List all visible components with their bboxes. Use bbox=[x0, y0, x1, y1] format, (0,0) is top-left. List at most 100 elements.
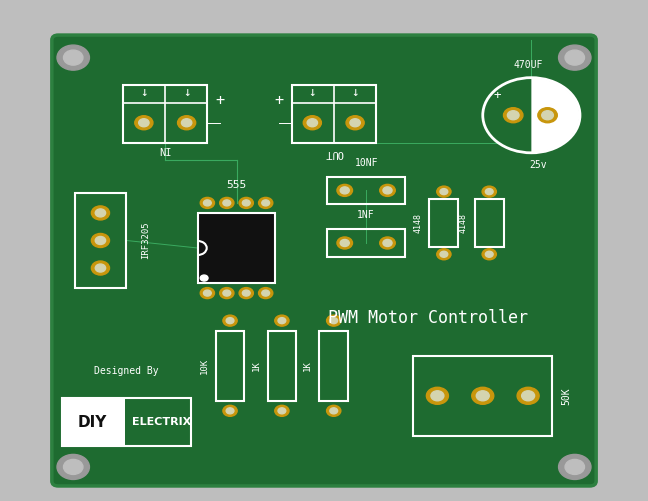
Circle shape bbox=[259, 197, 273, 208]
Text: 1NF: 1NF bbox=[357, 210, 375, 220]
Circle shape bbox=[542, 111, 553, 120]
Text: ↓: ↓ bbox=[308, 86, 316, 99]
Text: 4148: 4148 bbox=[459, 213, 468, 233]
Circle shape bbox=[259, 288, 273, 299]
Bar bbox=[292, 85, 376, 143]
Text: 10K: 10K bbox=[200, 358, 209, 374]
Circle shape bbox=[380, 237, 395, 249]
Circle shape bbox=[275, 315, 289, 326]
Circle shape bbox=[327, 315, 341, 326]
Circle shape bbox=[346, 116, 364, 130]
Circle shape bbox=[223, 315, 237, 326]
Circle shape bbox=[559, 45, 591, 70]
Circle shape bbox=[275, 405, 289, 416]
Circle shape bbox=[538, 108, 557, 123]
Circle shape bbox=[200, 275, 208, 281]
Circle shape bbox=[239, 288, 253, 299]
Circle shape bbox=[223, 405, 237, 416]
Circle shape bbox=[337, 184, 353, 196]
Text: 1K: 1K bbox=[251, 360, 260, 371]
Text: 555: 555 bbox=[226, 180, 247, 190]
Text: 50K: 50K bbox=[562, 387, 572, 405]
Bar bbox=[62, 399, 125, 446]
Circle shape bbox=[220, 288, 234, 299]
Circle shape bbox=[472, 387, 494, 404]
Circle shape bbox=[64, 50, 83, 65]
Text: ↓: ↓ bbox=[183, 86, 191, 99]
Circle shape bbox=[303, 116, 321, 130]
Text: 1K: 1K bbox=[303, 360, 312, 371]
Circle shape bbox=[95, 236, 106, 244]
Circle shape bbox=[242, 290, 250, 296]
Bar bbox=[75, 193, 126, 288]
Text: Designed By: Designed By bbox=[94, 366, 159, 376]
Circle shape bbox=[200, 197, 214, 208]
Bar bbox=[327, 229, 405, 257]
Text: OUT: OUT bbox=[325, 148, 343, 158]
Circle shape bbox=[226, 318, 234, 324]
Circle shape bbox=[431, 391, 444, 401]
Circle shape bbox=[380, 184, 395, 196]
Circle shape bbox=[327, 405, 341, 416]
Text: 4148: 4148 bbox=[413, 213, 422, 233]
Text: ↓: ↓ bbox=[140, 86, 148, 99]
Bar bbox=[430, 199, 459, 247]
Circle shape bbox=[440, 251, 448, 258]
Bar bbox=[327, 177, 405, 204]
Circle shape bbox=[57, 45, 89, 70]
Circle shape bbox=[57, 454, 89, 479]
Circle shape bbox=[278, 408, 286, 414]
Circle shape bbox=[565, 459, 584, 474]
Circle shape bbox=[200, 288, 214, 299]
Circle shape bbox=[91, 261, 110, 275]
Circle shape bbox=[482, 186, 496, 197]
Circle shape bbox=[350, 119, 360, 127]
Text: ELECTRIX: ELECTRIX bbox=[132, 417, 192, 427]
Circle shape bbox=[223, 290, 231, 296]
Bar bbox=[474, 199, 504, 247]
Circle shape bbox=[565, 50, 584, 65]
Bar bbox=[216, 331, 244, 401]
Bar bbox=[62, 398, 191, 446]
Circle shape bbox=[440, 188, 448, 195]
Text: +: + bbox=[216, 93, 225, 108]
Circle shape bbox=[95, 209, 106, 217]
Circle shape bbox=[522, 391, 535, 401]
Text: 25v: 25v bbox=[529, 160, 547, 170]
Text: 470UF: 470UF bbox=[513, 60, 543, 70]
Circle shape bbox=[337, 237, 353, 249]
Circle shape bbox=[239, 197, 253, 208]
Circle shape bbox=[383, 239, 392, 246]
Circle shape bbox=[262, 200, 270, 206]
Circle shape bbox=[517, 387, 539, 404]
Circle shape bbox=[178, 116, 196, 130]
Circle shape bbox=[559, 454, 591, 479]
Circle shape bbox=[135, 116, 153, 130]
Text: ↓: ↓ bbox=[351, 86, 359, 99]
Circle shape bbox=[340, 239, 349, 246]
Circle shape bbox=[507, 111, 519, 120]
Bar bbox=[268, 331, 296, 401]
Circle shape bbox=[64, 459, 83, 474]
Circle shape bbox=[330, 318, 338, 324]
Text: 10NF: 10NF bbox=[354, 158, 378, 168]
Circle shape bbox=[482, 248, 496, 260]
Circle shape bbox=[181, 119, 192, 127]
Circle shape bbox=[203, 290, 211, 296]
Circle shape bbox=[278, 318, 286, 324]
Circle shape bbox=[242, 200, 250, 206]
Circle shape bbox=[476, 391, 489, 401]
Circle shape bbox=[485, 188, 493, 195]
Circle shape bbox=[139, 119, 149, 127]
Circle shape bbox=[203, 200, 211, 206]
Circle shape bbox=[485, 251, 493, 258]
Text: IRF3205: IRF3205 bbox=[141, 221, 150, 260]
Text: PWM Motor Controller: PWM Motor Controller bbox=[328, 309, 527, 327]
Circle shape bbox=[91, 206, 110, 220]
Circle shape bbox=[226, 408, 234, 414]
Circle shape bbox=[223, 200, 231, 206]
Circle shape bbox=[503, 108, 523, 123]
Bar bbox=[198, 213, 275, 283]
Text: DIY: DIY bbox=[78, 415, 108, 430]
Bar bbox=[123, 85, 207, 143]
